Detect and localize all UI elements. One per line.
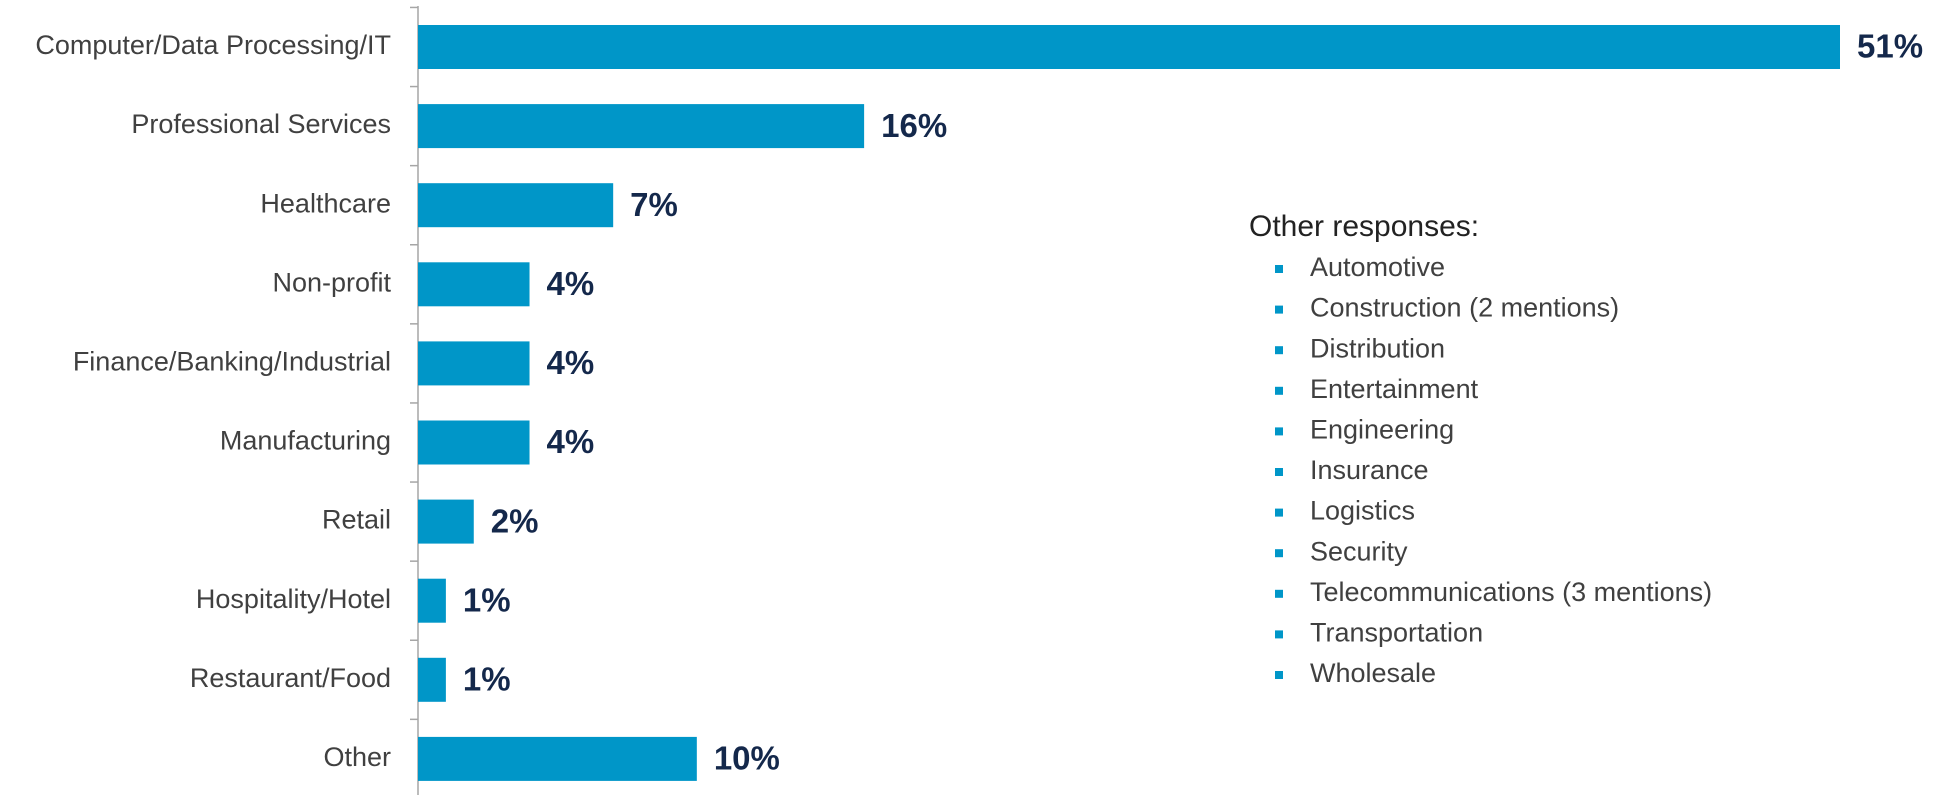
bar [418, 578, 446, 623]
annotation-item: Entertainment [1310, 374, 1479, 404]
category-label: Computer/Data Processing/IT [35, 30, 391, 60]
value-label: 4% [547, 344, 595, 381]
annotation-title: Other responses: [1249, 210, 1479, 243]
bar [418, 25, 1840, 69]
category-label: Healthcare [260, 188, 391, 218]
bar [418, 262, 530, 307]
bar [418, 657, 446, 702]
bar [418, 420, 530, 465]
bar [418, 736, 697, 781]
bullet [1275, 265, 1283, 273]
value-label: 1% [463, 581, 511, 618]
value-label: 1% [463, 661, 511, 698]
annotation-item: Wholesale [1310, 658, 1436, 688]
annotation-item: Logistics [1310, 496, 1415, 526]
category-label: Professional Services [131, 109, 391, 139]
value-label: 10% [714, 740, 780, 777]
value-label: 4% [547, 265, 595, 302]
value-label: 7% [630, 186, 678, 223]
category-label: Manufacturing [220, 426, 391, 456]
annotation-item: Security [1310, 536, 1408, 566]
annotation-item: Distribution [1310, 333, 1445, 363]
annotation-item: Construction (2 mentions) [1310, 293, 1619, 323]
bullet [1275, 305, 1283, 314]
annotation-item: Telecommunications (3 mentions) [1310, 577, 1712, 607]
bullet [1275, 630, 1283, 639]
annotation-item: Transportation [1310, 618, 1483, 648]
bar [418, 499, 474, 544]
value-label: 16% [881, 107, 947, 144]
bullet [1275, 468, 1283, 476]
category-label: Other [323, 742, 391, 772]
bar [418, 104, 865, 149]
category-label: Retail [322, 505, 391, 535]
bullet [1275, 427, 1283, 436]
category-label: Finance/Banking/Industrial [73, 347, 391, 377]
category-label: Hospitality/Hotel [196, 584, 391, 614]
category-label: Non-profit [272, 267, 391, 297]
value-label: 2% [491, 502, 539, 539]
annotation-item: Insurance [1310, 455, 1429, 485]
bullet [1275, 589, 1283, 598]
category-label: Restaurant/Food [190, 663, 391, 693]
bullet [1275, 671, 1283, 679]
annotation-item: Automotive [1310, 252, 1445, 282]
value-label: 51% [1857, 28, 1923, 65]
bullet [1275, 508, 1283, 517]
bar [418, 341, 530, 386]
bullet [1275, 346, 1283, 355]
value-label: 4% [547, 423, 595, 460]
bullet [1275, 386, 1283, 395]
bar [418, 183, 614, 228]
bullet [1275, 549, 1283, 558]
annotation-item: Engineering [1310, 415, 1454, 445]
